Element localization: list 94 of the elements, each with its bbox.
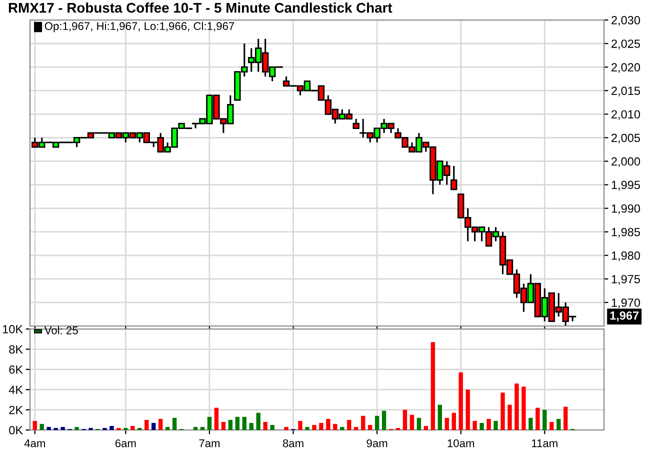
x-tick-label: 7am: [199, 439, 220, 448]
x-tick-label: 6am: [115, 439, 136, 448]
bar: [158, 418, 163, 430]
bar: [249, 422, 254, 430]
bar: [242, 416, 246, 430]
bar: [298, 420, 302, 430]
y-tick-label: 2,010: [612, 110, 640, 120]
bar: [130, 426, 135, 430]
bar: [40, 424, 44, 430]
bar: [382, 410, 386, 430]
y-tick-label: 2,030: [612, 16, 640, 26]
bar: [360, 416, 366, 430]
bar: [256, 412, 260, 430]
y-tick-label: 2,000: [612, 157, 640, 168]
bar: [144, 420, 149, 430]
x-tick-label: 11am: [532, 439, 558, 448]
bar: [416, 418, 422, 430]
bar: [270, 424, 274, 430]
bar: [284, 426, 288, 430]
bar: [452, 412, 456, 430]
annotation: Op:1,967, Hi:1,967, Lo:1,966, Cl:1,967: [44, 22, 234, 32]
candlestick: [352, 118, 360, 130]
bar: [424, 426, 428, 430]
bar: [480, 422, 484, 430]
bar: [528, 418, 533, 430]
y-tick-label: 2,025: [612, 40, 640, 50]
bar: [312, 424, 316, 430]
bar: [305, 426, 310, 430]
y-tick-label: 1,970: [612, 298, 640, 308]
y-tick-label: 4K: [8, 386, 23, 394]
bar: [550, 422, 554, 430]
y-tick-label: 10K: [2, 325, 23, 334]
bar: [74, 426, 79, 430]
bar: [508, 404, 512, 430]
bar: [333, 424, 338, 430]
annotation: Vol: 25: [44, 326, 78, 334]
bar: [500, 392, 505, 430]
bar: [458, 372, 463, 430]
bar: [319, 422, 324, 430]
bar: [438, 404, 442, 430]
bar: [430, 342, 436, 430]
x-tick-label: 10am: [448, 439, 474, 448]
bar: [200, 426, 205, 430]
y-tick-label: 2,015: [612, 86, 640, 96]
bar: [46, 426, 51, 430]
x-tick-label: 8am: [282, 439, 304, 448]
text: 1,967: [610, 311, 639, 322]
bar: [514, 384, 519, 430]
bar: [221, 422, 226, 430]
bar: [326, 418, 330, 430]
bar: [165, 426, 170, 430]
bar: [494, 420, 498, 430]
bar: [522, 386, 526, 430]
bar: [32, 420, 37, 430]
bar: [472, 420, 477, 430]
y-tick-label: 1,980: [612, 251, 640, 262]
bar: [214, 408, 219, 430]
bar: [354, 426, 358, 430]
bar: [235, 416, 240, 430]
bar: [410, 414, 414, 430]
y-tick-label: 1,995: [612, 180, 640, 191]
y-tick-label: 1,975: [612, 274, 640, 285]
x-tick-label: 9am: [366, 439, 388, 448]
y-tick-label: 1,985: [612, 228, 640, 238]
y-tick-label: 0K: [9, 426, 23, 434]
bar: [193, 426, 198, 430]
bar: [340, 426, 344, 430]
bar: [556, 418, 561, 430]
bar: [486, 418, 491, 430]
bar: [374, 416, 380, 430]
bar: [228, 420, 233, 430]
candlestick: [450, 165, 458, 190]
bar: [444, 418, 449, 430]
bar: [536, 408, 540, 430]
bar: [172, 418, 177, 430]
y-tick-label: 2K: [9, 406, 23, 414]
bar: [347, 420, 352, 430]
y-tick-label: 8K: [9, 345, 23, 354]
x-tick-label: 4am: [24, 439, 45, 448]
chart-title: RMX17 - Robusta Coffee 10-T - 5 Minute Candlestick Chart: [8, 2, 392, 13]
bar: [466, 390, 470, 430]
bar: [207, 416, 212, 430]
bar: [263, 422, 268, 430]
bar: [110, 426, 114, 430]
y-tick-label: 6K: [9, 365, 23, 374]
bar: [402, 410, 408, 430]
y-tick-label: 2,020: [612, 63, 640, 73]
bar: [368, 424, 372, 430]
y-tick-label: 2,005: [612, 134, 640, 144]
bar: [564, 406, 568, 430]
bar: [60, 426, 65, 430]
y-tick-label: 1,990: [612, 204, 640, 214]
bar: [152, 422, 156, 430]
bar: [542, 410, 547, 430]
